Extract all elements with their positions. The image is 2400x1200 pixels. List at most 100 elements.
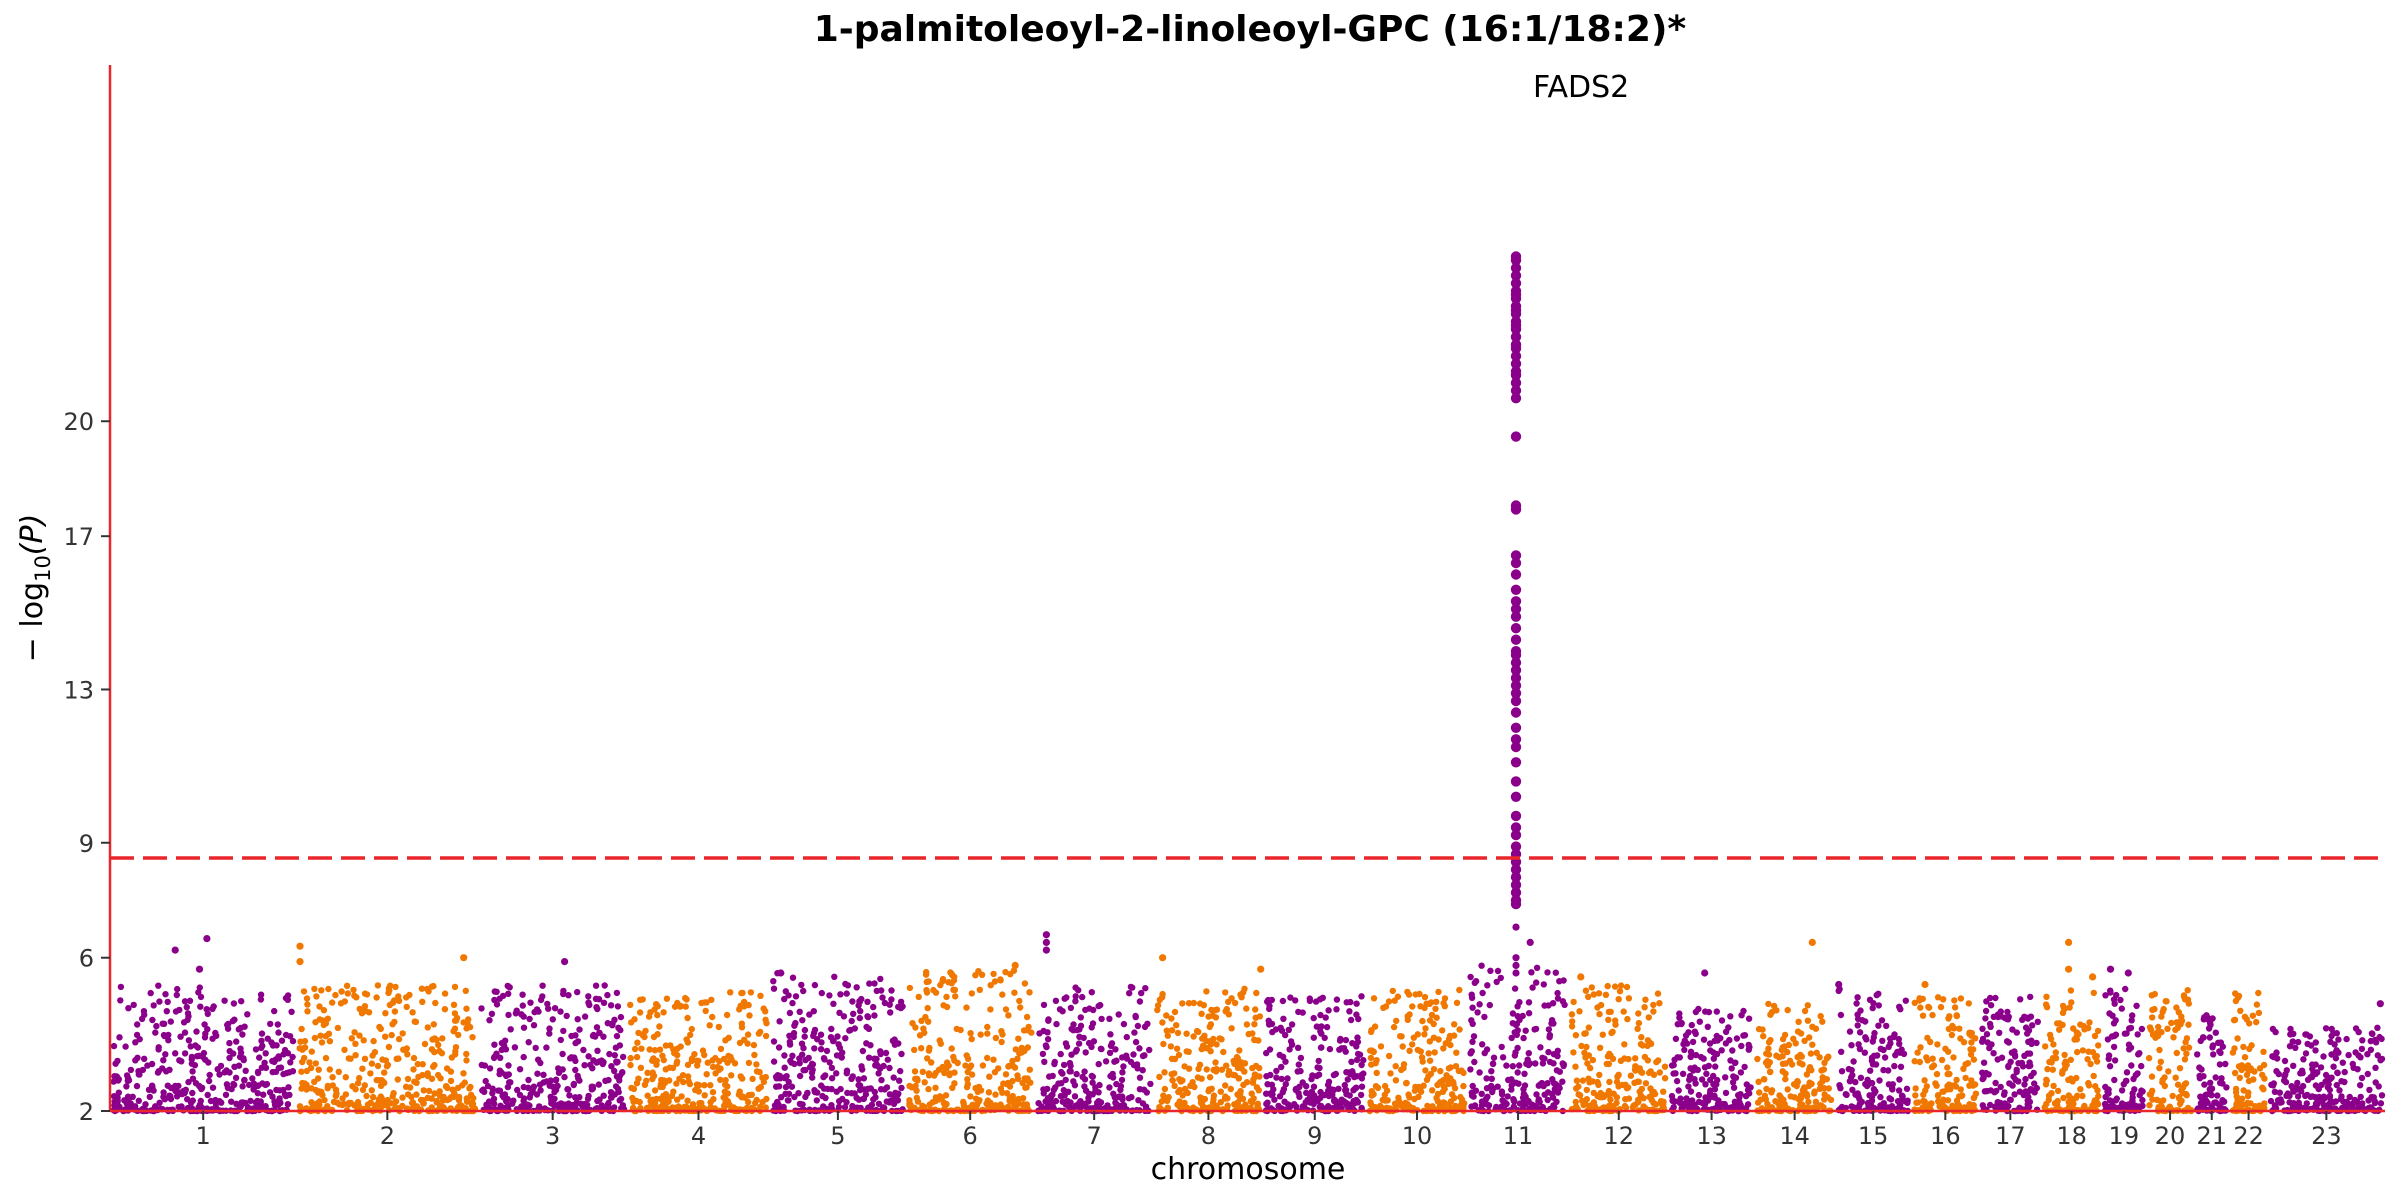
snp-point: [1284, 1101, 1292, 1108]
snp-point: [160, 1089, 167, 1096]
snp-point: [1987, 1023, 1994, 1030]
snp-point: [1944, 1097, 1952, 1104]
snp-point: [1533, 979, 1540, 986]
snp-point: [1478, 962, 1485, 969]
snp-point: [509, 1100, 516, 1107]
snp-point-top: [1042, 946, 1050, 954]
snp-point: [2127, 1024, 2135, 1032]
snp-point: [519, 1002, 526, 1009]
snp-point: [1440, 1099, 1447, 1106]
snp-point: [1373, 1069, 1380, 1077]
snp-point: [1615, 996, 1622, 1003]
snp-point: [1717, 1035, 1724, 1042]
snp-point: [304, 1001, 311, 1008]
snp-point: [2118, 1005, 2125, 1012]
snp-point: [810, 1029, 818, 1037]
snp-point: [565, 1086, 572, 1093]
snp-point: [1836, 1082, 1843, 1089]
snp-point: [1781, 1043, 1788, 1050]
snp-point: [662, 1066, 669, 1073]
snp-point: [196, 984, 203, 991]
snp-point: [2138, 1025, 2146, 1033]
snp-point: [164, 1082, 171, 1089]
snp-point: [918, 1045, 925, 1052]
snp-point: [1367, 1047, 1374, 1054]
snp-point: [267, 1020, 274, 1028]
snp-point: [462, 987, 469, 994]
snp-point: [1161, 1085, 1169, 1093]
snp-point: [1488, 1075, 1496, 1083]
snp-point: [1862, 1080, 1869, 1088]
snp-point: [1876, 1077, 1883, 1084]
snp-point: [428, 983, 436, 990]
snp-point: [1218, 1066, 1226, 1073]
snp-point: [1321, 1034, 1328, 1042]
snp-point: [2320, 1053, 2327, 1060]
snp-point: [249, 1075, 256, 1082]
snp-point: [682, 994, 689, 1002]
snp-point: [1582, 1054, 1589, 1061]
snp-point: [525, 1039, 532, 1046]
snp-point: [2106, 1063, 2114, 1070]
snp-point-top: [296, 942, 304, 950]
snp-point-top: [1257, 965, 1265, 973]
snp-point: [855, 1002, 862, 1009]
snp-point: [2044, 1065, 2051, 1073]
snp-point: [1687, 1053, 1694, 1060]
snp-point: [1994, 1056, 2001, 1063]
snp-point: [150, 1002, 157, 1009]
snp-point: [836, 1009, 843, 1016]
snp-point: [332, 991, 339, 999]
snp-point: [443, 1083, 450, 1090]
snp-point: [1953, 1012, 1961, 1020]
snp-point: [226, 1039, 233, 1047]
snp-point: [1699, 1099, 1706, 1107]
snp-point: [600, 999, 608, 1006]
snp-point: [534, 1070, 541, 1077]
snp-point: [739, 989, 746, 997]
snp-point: [1760, 1033, 1767, 1040]
snp-point: [1727, 1013, 1734, 1020]
snp-point: [1426, 1057, 1434, 1064]
snp-point: [1641, 1004, 1648, 1011]
snp-point: [2003, 1038, 2011, 1045]
snp-point: [1754, 1099, 1762, 1106]
snp-point: [258, 1044, 265, 1052]
snp-point: [878, 987, 885, 994]
snp-point: [1711, 1037, 1718, 1045]
snp-point: [1080, 1034, 1087, 1042]
snp-point: [2292, 1044, 2299, 1052]
snp-point: [1765, 1045, 1772, 1052]
snp-point: [1333, 1006, 1340, 1013]
snp-point: [1421, 1004, 1428, 1012]
snp-point: [1740, 1007, 1747, 1015]
snp-point: [1549, 1076, 1556, 1083]
snp-point: [156, 1099, 163, 1107]
snp-point: [1136, 1074, 1144, 1081]
snp-points: [110, 923, 2386, 1115]
snp-point: [2133, 1002, 2140, 1009]
snp-point: [1011, 989, 1018, 996]
snp-point: [1912, 1092, 1919, 1099]
snp-point: [2260, 1086, 2267, 1093]
snp-point: [1755, 1078, 1762, 1086]
snp-point: [1677, 1095, 1684, 1102]
snp-point: [2216, 1079, 2224, 1087]
snp-point: [2102, 1093, 2109, 1101]
snp-point: [156, 998, 163, 1005]
snp-point: [987, 982, 994, 989]
snp-point: [789, 999, 796, 1007]
snp-point: [333, 1090, 340, 1097]
snp-point: [627, 1054, 634, 1062]
snp-point: [1681, 1102, 1689, 1109]
snp-point: [275, 1029, 282, 1036]
snp-point: [1638, 1034, 1645, 1041]
snp-point: [1875, 1022, 1882, 1029]
snp-point: [590, 1057, 597, 1064]
snp-point: [963, 1004, 970, 1011]
snp-point: [2196, 1064, 2203, 1071]
snp-point: [728, 1072, 735, 1079]
snp-point: [374, 982, 382, 989]
snp-point: [463, 1098, 471, 1105]
snp-point: [1106, 1084, 1113, 1091]
